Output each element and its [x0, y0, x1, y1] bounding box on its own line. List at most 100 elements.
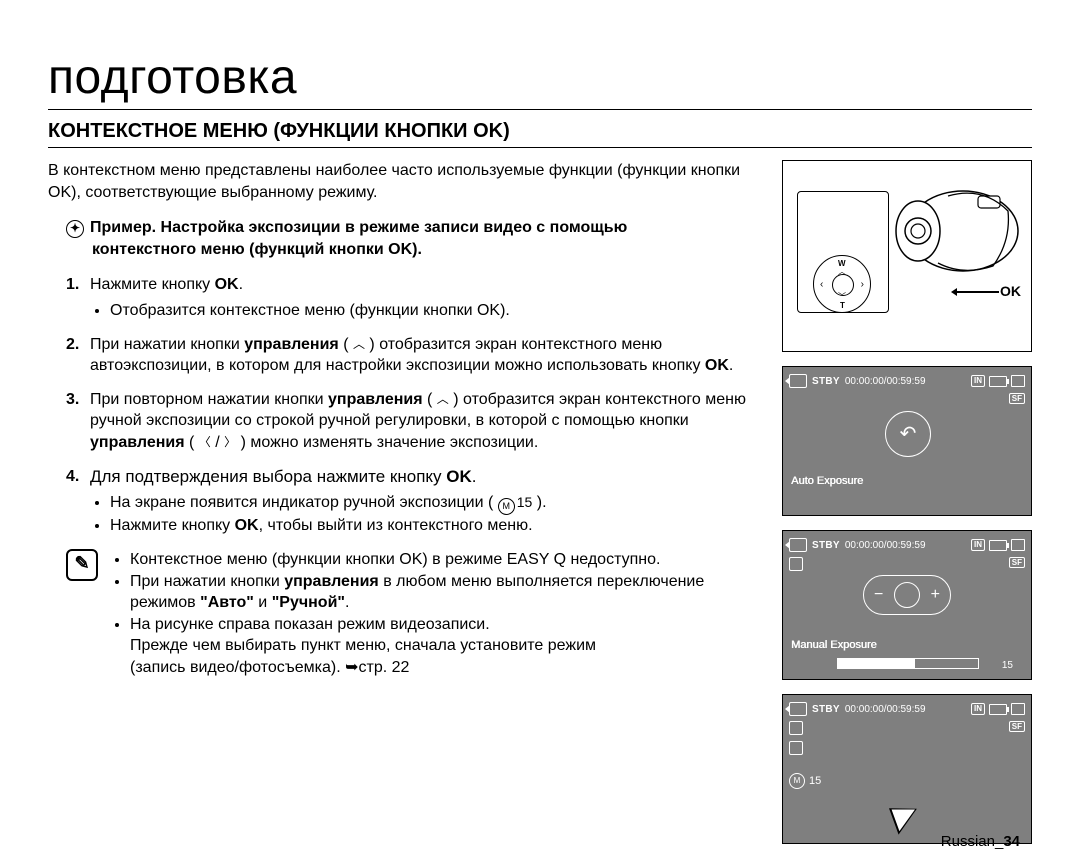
step-text: При повторном нажатии кнопки	[90, 391, 328, 408]
step-text: Для подтверждения выбора нажмите кнопку	[90, 467, 446, 486]
battery-icon	[989, 376, 1007, 387]
example-block: ✦ Пример. Настройка экспозиции в режиме з…	[66, 217, 762, 260]
lcd-screen-indicator: STBY 00:00:00/00:59:59 IN SF M 15	[782, 694, 1032, 844]
time-counter: 00:00:00/00:59:59	[845, 540, 926, 551]
stby-label: STBY	[812, 540, 840, 551]
exposure-value: 15	[517, 494, 533, 510]
step-text: На экране появится индикатор ручной эксп…	[110, 494, 498, 511]
step-sub: Нажмите кнопку OK, чтобы выйти из контек…	[110, 515, 547, 537]
back-button-icon: ↶	[885, 411, 931, 457]
manual-exposure-label: Manual Exposure	[791, 639, 877, 651]
auto-exposure-label: Auto Exposure	[791, 475, 863, 487]
step-number: 3.	[66, 389, 90, 454]
chevron-left-icon: ‹	[820, 279, 823, 290]
step-number: 4.	[66, 466, 90, 538]
camcorder-icon	[883, 181, 1023, 281]
camera-illustration: W T ︿ ﹀ ‹ › OK	[782, 160, 1032, 352]
content-columns: В контекстном меню представлены наиболее…	[48, 160, 1032, 844]
step-text: .	[472, 467, 477, 486]
chevron-up-icon: ︿	[838, 266, 846, 277]
step-text: .	[239, 276, 243, 293]
chevron-right-icon: ›	[861, 279, 864, 290]
storage-in-badge: IN	[971, 539, 985, 551]
exposure-slider-value: 15	[1002, 660, 1013, 671]
note-item: При нажатии кнопки управления в любом ме…	[130, 571, 762, 614]
bold-ref: управления	[90, 434, 185, 451]
ok-ref: OK	[705, 357, 729, 374]
page-number: 34	[1003, 833, 1020, 850]
quality-badge: SF	[1009, 393, 1025, 404]
step-3: 3. При повторном нажатии кнопки управлен…	[66, 389, 762, 454]
example-icon: ✦	[66, 220, 84, 238]
step-text: (	[185, 434, 199, 451]
example-line1: Настройка экспозиции в режиме записи вид…	[161, 219, 628, 236]
manual-exposure-icon: M	[789, 773, 805, 789]
bold-ref: управления	[244, 336, 339, 353]
battery-icon	[989, 540, 1007, 551]
footer-lang: Russian_	[941, 833, 1004, 850]
step-sub: Отобразится контекстное меню (функции кн…	[110, 300, 510, 322]
step-1: 1. Нажмите кнопку OK. Отобразится контек…	[66, 274, 762, 321]
dpad-control: W T ︿ ﹀ ‹ ›	[813, 255, 871, 313]
video-mode-icon	[789, 538, 807, 552]
intro-text: В контекстном меню представлены наиболее…	[48, 160, 762, 203]
back-button-icon	[894, 582, 920, 608]
card-icon	[1011, 703, 1025, 715]
step-text: Нажмите кнопку	[110, 517, 235, 534]
bold-ref: "Ручной"	[272, 594, 345, 611]
stby-label: STBY	[812, 704, 840, 715]
exposure-slider	[837, 658, 979, 669]
time-counter: 00:00:00/00:59:59	[845, 376, 926, 387]
chevron-up-icon: ︿	[437, 391, 449, 407]
content-right: W T ︿ ﹀ ‹ › OK STBY 00:00:00/00:59:59 I	[782, 160, 1032, 844]
chevron-right-icon: 〉	[224, 434, 236, 450]
storage-in-badge: IN	[971, 375, 985, 387]
video-mode-icon	[789, 374, 807, 388]
content-left: В контекстном меню представлены наиболее…	[48, 160, 762, 844]
note-icon: ✎	[66, 549, 98, 581]
quality-badge: SF	[1009, 721, 1025, 732]
ok-ref: OK	[215, 276, 239, 293]
note-text: Прежде чем выбирать пункт меню, сначала …	[130, 637, 596, 654]
step-text: При нажатии кнопки	[90, 336, 244, 353]
bold-ref: управления	[328, 391, 423, 408]
note-text: (запись видео/фотосъемка). ➥стр. 22	[130, 659, 409, 676]
step-list: 1. Нажмите кнопку OK. Отобразится контек…	[66, 274, 762, 537]
side-icon	[789, 721, 803, 735]
lcd-screen-auto: STBY 00:00:00/00:59:59 IN SF ↶ Auto Expo…	[782, 366, 1032, 516]
step-text: , чтобы выйти из контекстного меню.	[259, 517, 533, 534]
note-text: и	[254, 594, 272, 611]
cursor-pointer-icon	[889, 799, 923, 834]
example-line2: контекстного меню (функций кнопки OK).	[92, 239, 422, 261]
quality-badge: SF	[1009, 557, 1025, 568]
note-text: На рисунке справа показан режим видеозап…	[130, 616, 490, 633]
section-heading: КОНТЕКСТНОЕ МЕНЮ (ФУНКЦИИ КНОПКИ OK)	[48, 120, 1032, 148]
storage-in-badge: IN	[971, 703, 985, 715]
manual-exposure-indicator: M 15	[789, 773, 821, 789]
step-text: Нажмите кнопку	[90, 276, 215, 293]
ok-ref: OK	[446, 467, 472, 486]
video-mode-icon	[789, 702, 807, 716]
exposure-adjust-control: − +	[863, 575, 951, 615]
page-title: подготовка	[48, 50, 1032, 110]
step-number: 1.	[66, 274, 90, 321]
card-icon	[1011, 375, 1025, 387]
note-item: На рисунке справа показан режим видеозап…	[130, 614, 762, 679]
note-item: Контекстное меню (функции кнопки OK) в р…	[130, 549, 762, 571]
stby-label: STBY	[812, 376, 840, 387]
chevron-down-icon: ﹀	[838, 291, 846, 302]
step-text: (	[339, 336, 353, 353]
example-prefix: Пример.	[90, 219, 156, 236]
card-icon	[1011, 539, 1025, 551]
side-icon	[789, 557, 803, 571]
chevron-left-icon: 〈	[199, 434, 211, 450]
manual-exposure-icon: M	[498, 498, 515, 515]
slider-fill	[838, 659, 915, 668]
chevron-up-icon: ︿	[353, 336, 365, 352]
step-text: (	[423, 391, 437, 408]
step-text: ).	[532, 494, 546, 511]
battery-icon	[989, 704, 1007, 715]
step-sub: На экране появится индикатор ручной эксп…	[110, 492, 547, 515]
ok-ref: OK	[235, 517, 259, 534]
time-counter: 00:00:00/00:59:59	[845, 704, 926, 715]
